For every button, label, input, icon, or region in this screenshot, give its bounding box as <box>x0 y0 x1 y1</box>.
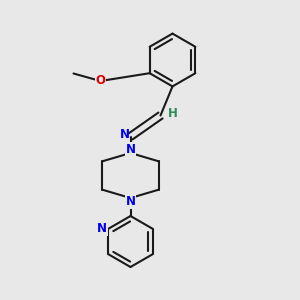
Text: H: H <box>168 106 178 120</box>
Text: N: N <box>97 222 107 235</box>
Text: N: N <box>125 143 136 156</box>
Text: N: N <box>120 128 130 142</box>
Text: N: N <box>125 195 136 208</box>
Text: O: O <box>95 74 106 88</box>
